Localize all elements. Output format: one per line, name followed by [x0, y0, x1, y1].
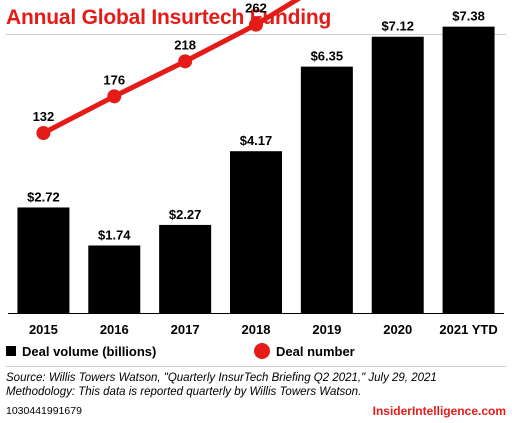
bar-2016	[88, 245, 141, 313]
deal-number-point	[107, 89, 122, 104]
deal-number-label: 132	[33, 109, 55, 124]
legend-item-deal-volume: Deal volume (billions)	[6, 341, 156, 361]
legend-swatch-bars	[6, 346, 16, 356]
deal-number-point	[178, 54, 193, 69]
bar-2019	[300, 66, 353, 314]
bar-value-label: $7.12	[381, 19, 414, 34]
deal-number-point	[249, 17, 263, 32]
bar-2021-ytd	[442, 26, 495, 313]
x-tick-label: 2020	[383, 322, 412, 337]
bar-value-label: $7.38	[452, 9, 485, 24]
legend-swatch-line	[254, 343, 270, 359]
bar-2020	[371, 36, 424, 314]
bar-2017	[159, 224, 212, 313]
deal-number-point	[36, 126, 51, 141]
x-tick-label: 2021 YTD	[439, 322, 497, 337]
x-tick-label: 2017	[171, 322, 200, 337]
x-tick-label: 2018	[242, 322, 271, 337]
chart-id: 1030441991679	[6, 405, 82, 417]
bar-value-label: $4.17	[240, 133, 273, 148]
legend-label-deal-number: Deal number	[276, 343, 355, 359]
x-tick-label: 2015	[29, 322, 58, 337]
deal-number-label: 218	[174, 37, 196, 52]
legend-item-deal-number: Deal number	[254, 341, 355, 361]
chart-svg: 2015 2016 2017 2018 2019 2020 2021 YTD $2.72 132…	[8, 0, 504, 337]
x-tick-label: 2019	[312, 322, 341, 337]
source-note: Source: Willis Towers Watson, "Quarterly…	[6, 371, 506, 399]
brand-link[interactable]: InsiderIntelligence.com	[372, 404, 506, 418]
deal-number-label: 176	[103, 72, 125, 87]
source-line: Source: Willis Towers Watson, "Quarterly…	[6, 372, 437, 384]
x-tick-label: 2016	[100, 322, 129, 337]
bar-value-label: $1.74	[98, 227, 131, 242]
deal-number-label: 262	[245, 1, 267, 16]
source-divider	[6, 366, 506, 367]
bar-2015	[17, 207, 70, 313]
bar-2018	[230, 151, 282, 313]
bar-value-label: $2.27	[169, 207, 202, 222]
bar-value-label: $6.35	[311, 49, 344, 64]
methodology-line: Methodology: This data is reported quart…	[6, 386, 362, 398]
bar-value-label: $2.72	[27, 189, 60, 204]
title-divider	[6, 34, 506, 35]
legend-label-deal-volume: Deal volume (billions)	[22, 343, 157, 359]
